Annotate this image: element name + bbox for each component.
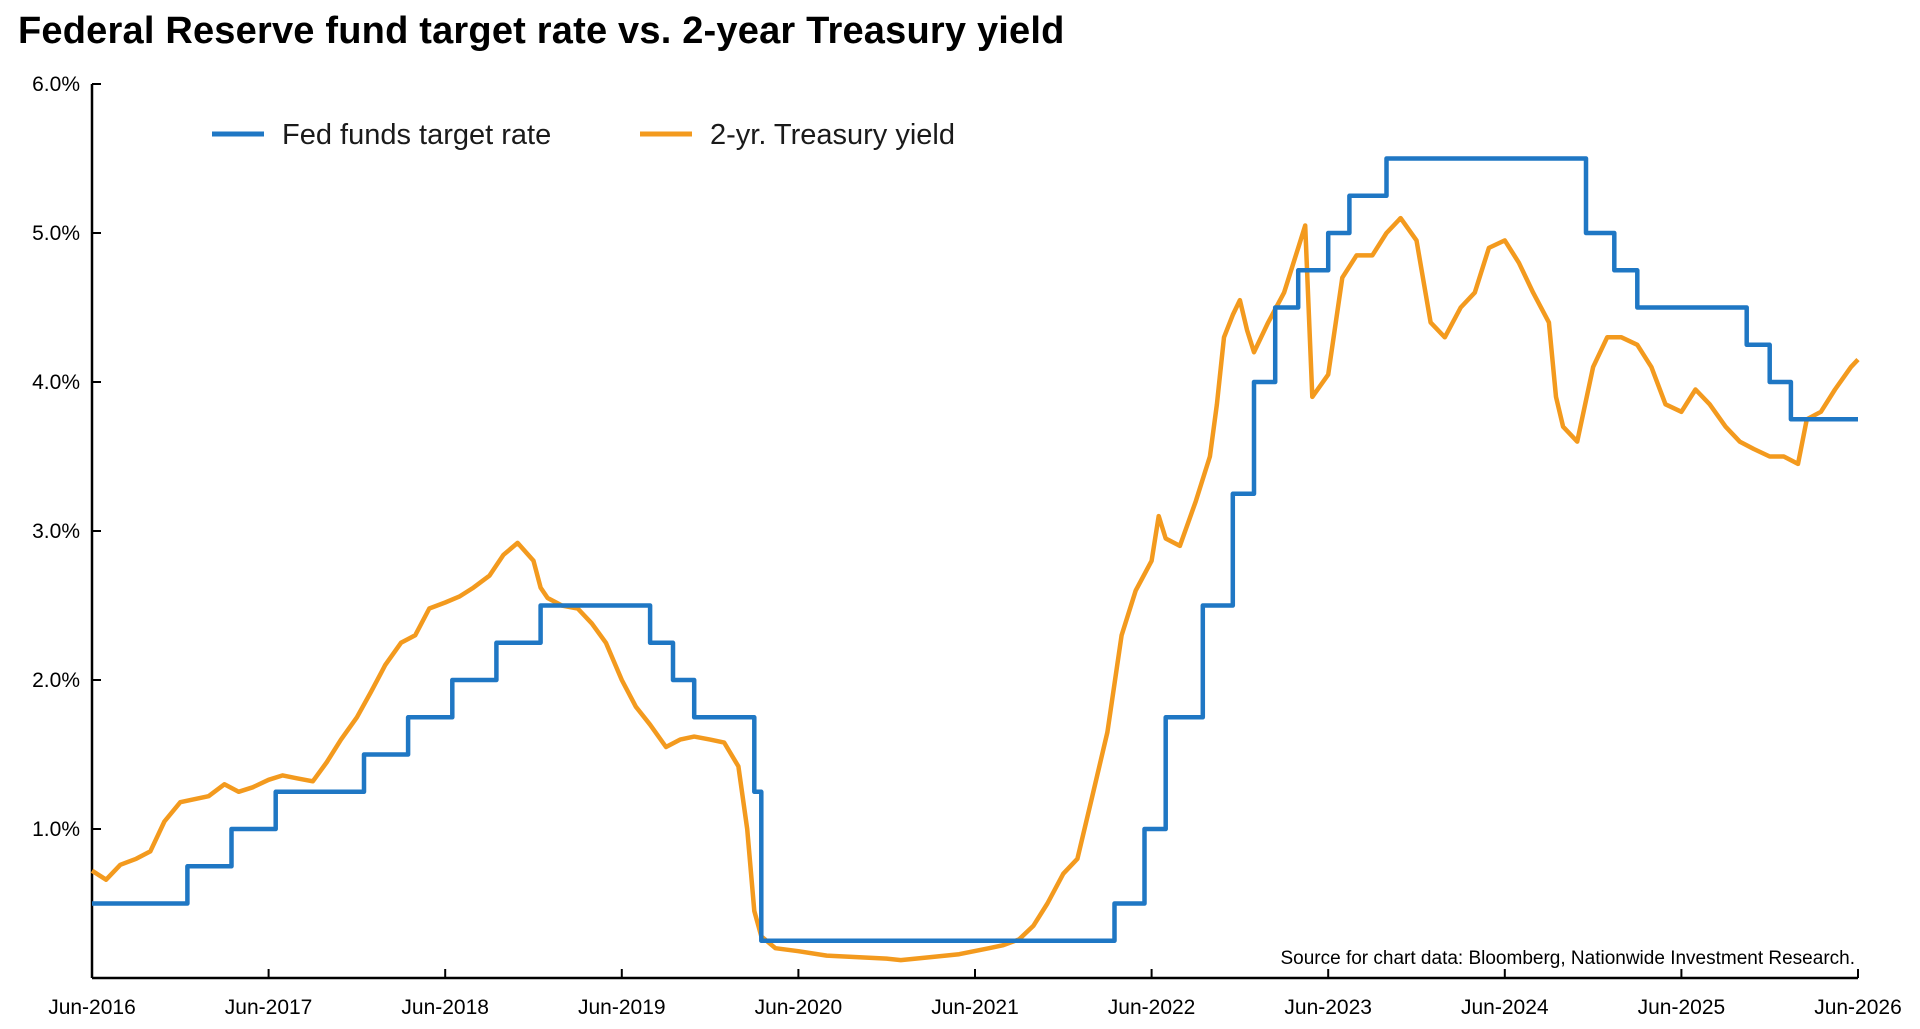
x-tick-label: Jun-2017: [225, 996, 313, 1019]
fed-funds-line: [92, 156, 1858, 944]
legend-label: Fed funds target rate: [282, 119, 551, 151]
y-tick-label: 3.0%: [32, 520, 80, 543]
legend-item-fed-funds: Fed funds target rate: [212, 119, 551, 151]
axes: 1.0% 2.0% 3.0% 4.0% 5.0% 6.0% Jun-2016 Jun-2017…: [32, 73, 1902, 1019]
x-tick-label: Jun-2019: [578, 996, 666, 1019]
x-tick-label: Jun-2023: [1284, 996, 1372, 1019]
x-tick-label: Jun-2026: [1814, 996, 1902, 1019]
legend-item-treasury-yield: 2-yr. Treasury yield: [640, 119, 955, 151]
x-tick-label: Jun-2025: [1638, 996, 1726, 1019]
y-tick-label: 2.0%: [32, 669, 80, 692]
y-tick-label: 6.0%: [32, 73, 80, 96]
x-tick-label: Jun-2016: [48, 996, 136, 1019]
y-tick-label: 5.0%: [32, 222, 80, 245]
x-tick-label: Jun-2021: [931, 996, 1019, 1019]
y-tick-label: 4.0%: [32, 371, 80, 394]
source-note: Source for chart data: Bloomberg, Nation…: [1280, 948, 1855, 969]
x-tick-label: Jun-2024: [1461, 996, 1549, 1019]
chart-title: Federal Reserve fund target rate vs. 2-y…: [18, 10, 1065, 52]
x-tick-label: Jun-2018: [401, 996, 489, 1019]
legend-label: 2-yr. Treasury yield: [710, 119, 955, 151]
treasury-yield-line: [90, 215, 1860, 963]
legend: Fed funds target rate 2-yr. Treasury yiel…: [212, 119, 955, 151]
y-tick-label: 1.0%: [32, 818, 80, 841]
x-tick-label: Jun-2022: [1108, 996, 1196, 1019]
x-tick-label: Jun-2020: [755, 996, 843, 1019]
series-lines: [90, 156, 1860, 963]
